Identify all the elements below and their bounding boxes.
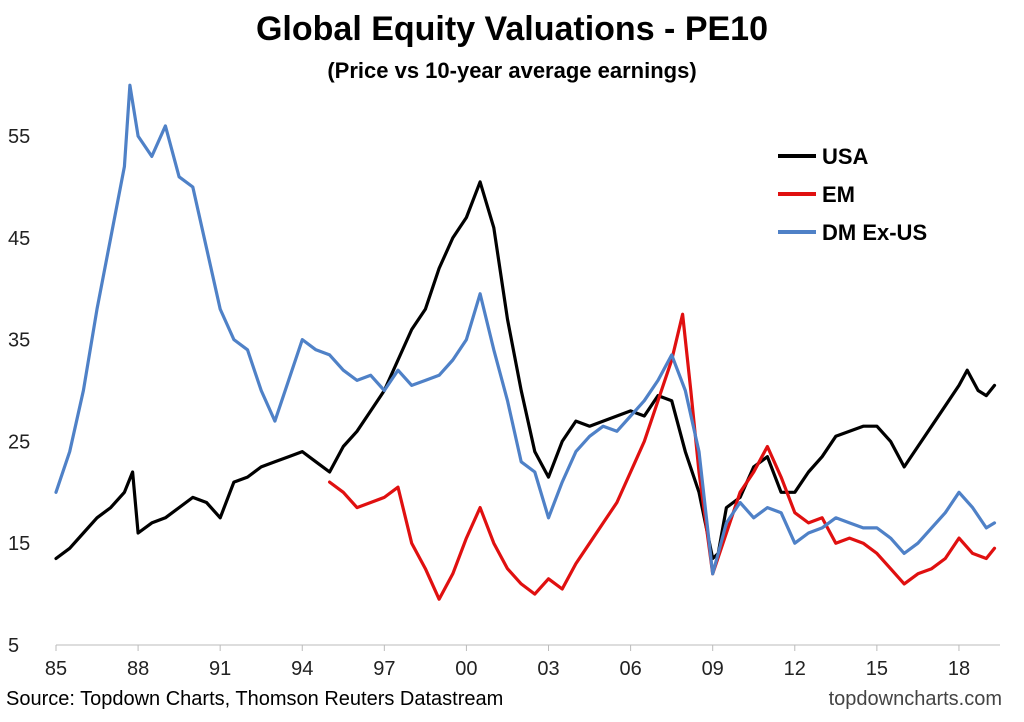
series-layer [54,83,997,601]
y-tick-label: 5 [8,635,19,657]
x-tick-label: 91 [209,658,231,680]
x-tick-label: 88 [127,658,149,680]
chart-title: Global Equity Valuations - PE10 [255,10,768,48]
y-tick-label: 15 [8,533,30,555]
x-tick-label: 94 [291,658,313,680]
x-tick-label: 09 [702,658,724,680]
y-tick-label: 45 [8,228,30,250]
x-tick-label: 97 [373,658,395,680]
axis-layer: 85 88 91 94 97 00 03 06 09 12 15 18 5 15 25 35 45 55 [8,126,1000,680]
source-note: Source: Topdown Charts, Thomson Reuters … [6,688,504,710]
x-tick-label: 15 [866,658,888,680]
x-tick-label: 18 [948,658,970,680]
x-tick-label: 06 [619,658,641,680]
series-line-dm-ex-us [54,83,997,576]
series-line-usa [54,180,997,561]
x-tick-label: 00 [455,658,477,680]
chart-subtitle: (Price vs 10-year average earnings) [327,58,697,83]
series-line-em [328,312,997,601]
y-tick-label: 35 [8,330,30,352]
legend-label-em: EM [822,182,855,207]
legend-label-dm-ex-us: DM Ex-US [822,220,927,245]
x-tick-label: 03 [537,658,559,680]
y-tick-label: 25 [8,431,30,453]
x-tick-label: 85 [45,658,67,680]
legend: USA EM DM Ex-US [778,144,927,245]
x-tick-label: 12 [784,658,806,680]
site-credit: topdowncharts.com [828,688,1002,710]
y-tick-label: 55 [8,126,30,148]
legend-label-usa: USA [822,144,869,169]
